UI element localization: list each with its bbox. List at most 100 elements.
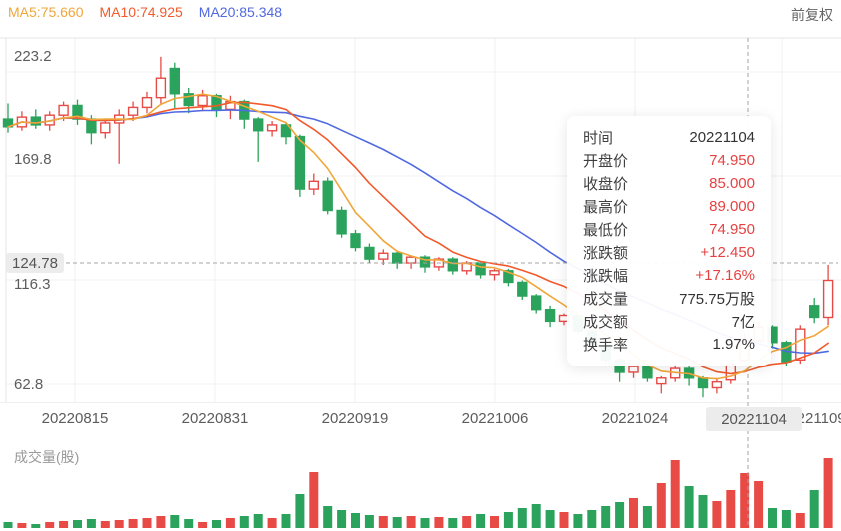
volume-bar[interactable] <box>281 514 291 528</box>
candle-body[interactable] <box>405 256 417 264</box>
volume-bar[interactable] <box>476 514 486 528</box>
volume-bar[interactable] <box>517 508 527 528</box>
volume-bar[interactable] <box>225 518 235 528</box>
candle-body[interactable] <box>183 93 194 107</box>
volume-bar[interactable] <box>754 481 764 528</box>
volume-bar[interactable] <box>795 513 805 528</box>
volume-bar[interactable] <box>559 512 569 528</box>
volume-bar[interactable] <box>740 473 750 528</box>
volume-bar[interactable] <box>781 510 791 528</box>
volume-bar[interactable] <box>114 520 124 528</box>
candle-body[interactable] <box>322 180 333 212</box>
volume-bar[interactable] <box>239 516 249 528</box>
volume-bar[interactable] <box>3 522 13 528</box>
volume-bar[interactable] <box>86 519 96 528</box>
volume-bar[interactable] <box>503 512 513 528</box>
volume-bar[interactable] <box>184 519 194 528</box>
volume-layer[interactable] <box>3 458 833 528</box>
volume-bar[interactable] <box>128 519 138 528</box>
volume-bar[interactable] <box>712 501 722 528</box>
candle-body[interactable] <box>364 246 375 260</box>
volume-bar[interactable] <box>73 520 82 528</box>
volume-bar[interactable] <box>31 524 41 528</box>
candle-body[interactable] <box>392 252 403 264</box>
volume-bar[interactable] <box>615 502 625 528</box>
volume-bar[interactable] <box>253 514 263 528</box>
volume-bar[interactable] <box>823 458 833 528</box>
candle-body[interactable] <box>141 96 153 109</box>
candle-body[interactable] <box>475 262 486 276</box>
candle-body[interactable] <box>252 118 264 132</box>
volume-bar[interactable] <box>378 516 388 528</box>
volume-bar[interactable] <box>337 510 347 528</box>
candle-body[interactable] <box>30 116 41 126</box>
candle-body[interactable] <box>266 124 278 132</box>
volume-bar[interactable] <box>684 486 694 528</box>
candle-body[interactable] <box>155 77 167 99</box>
volume-bar[interactable] <box>45 522 55 528</box>
candle-body[interactable] <box>169 67 181 95</box>
volume-bar[interactable] <box>17 523 27 528</box>
volume-bar[interactable] <box>295 494 305 528</box>
volume-bar[interactable] <box>587 510 597 528</box>
candle-body[interactable] <box>642 365 653 379</box>
candle-body[interactable] <box>517 281 528 297</box>
volume-bar[interactable] <box>170 515 180 528</box>
volume-bar[interactable] <box>267 518 277 528</box>
candle-body[interactable] <box>711 380 723 389</box>
volume-bar[interactable] <box>670 460 680 528</box>
candle-body[interactable] <box>350 233 361 249</box>
volume-bar[interactable] <box>462 516 472 528</box>
volume-bar[interactable] <box>448 518 458 528</box>
candle-body[interactable] <box>86 118 97 134</box>
volume-bar[interactable] <box>809 490 819 528</box>
candle-body[interactable] <box>795 328 806 361</box>
candle-body[interactable] <box>656 377 667 385</box>
candle-body[interactable] <box>58 104 69 116</box>
candle-body[interactable] <box>100 122 111 134</box>
volume-bar[interactable] <box>490 516 499 528</box>
candle-body[interactable] <box>72 104 83 120</box>
candle-body[interactable] <box>280 124 292 138</box>
volume-bar[interactable] <box>351 513 360 528</box>
volume-bar[interactable] <box>656 483 666 528</box>
volume-bar[interactable] <box>434 517 444 528</box>
volume-bar[interactable] <box>420 518 430 528</box>
candle-body[interactable] <box>822 279 834 319</box>
volume-bar[interactable] <box>531 504 541 528</box>
volume-bar[interactable] <box>642 506 652 528</box>
candle-body[interactable] <box>308 180 319 190</box>
volume-bar[interactable] <box>142 518 152 528</box>
candle-body[interactable] <box>336 209 347 235</box>
volume-bar[interactable] <box>573 514 583 528</box>
volume-bar[interactable] <box>545 510 555 528</box>
candle-body[interactable] <box>489 270 500 276</box>
candle-body[interactable] <box>127 106 139 116</box>
volume-bar[interactable] <box>406 516 416 528</box>
candle-body[interactable] <box>419 256 431 268</box>
volume-bar[interactable] <box>392 517 402 528</box>
volume-bar[interactable] <box>59 521 69 528</box>
candle-body[interactable] <box>531 295 542 311</box>
candle-body[interactable] <box>447 258 458 272</box>
volume-bar[interactable] <box>768 508 777 528</box>
volume-bar[interactable] <box>726 490 736 528</box>
candle-body[interactable] <box>628 365 639 373</box>
volume-bar[interactable] <box>198 522 208 528</box>
candle-body[interactable] <box>294 135 306 190</box>
volume-bar[interactable] <box>309 472 319 528</box>
candle-body[interactable] <box>544 308 556 323</box>
candle-body[interactable] <box>197 95 208 107</box>
volume-bar[interactable] <box>156 516 166 528</box>
candle-body[interactable] <box>503 270 514 284</box>
adjust-mode-label[interactable]: 前复权 <box>791 7 833 23</box>
volume-bar[interactable] <box>212 520 221 528</box>
volume-bar[interactable] <box>364 515 374 528</box>
candle-body[interactable] <box>378 252 389 260</box>
candle-body[interactable] <box>697 377 709 389</box>
volume-bar[interactable] <box>698 495 708 528</box>
volume-bar[interactable] <box>629 498 638 528</box>
volume-bar[interactable] <box>100 521 110 528</box>
volume-bar[interactable] <box>601 506 611 528</box>
candle-body[interactable] <box>809 305 820 319</box>
